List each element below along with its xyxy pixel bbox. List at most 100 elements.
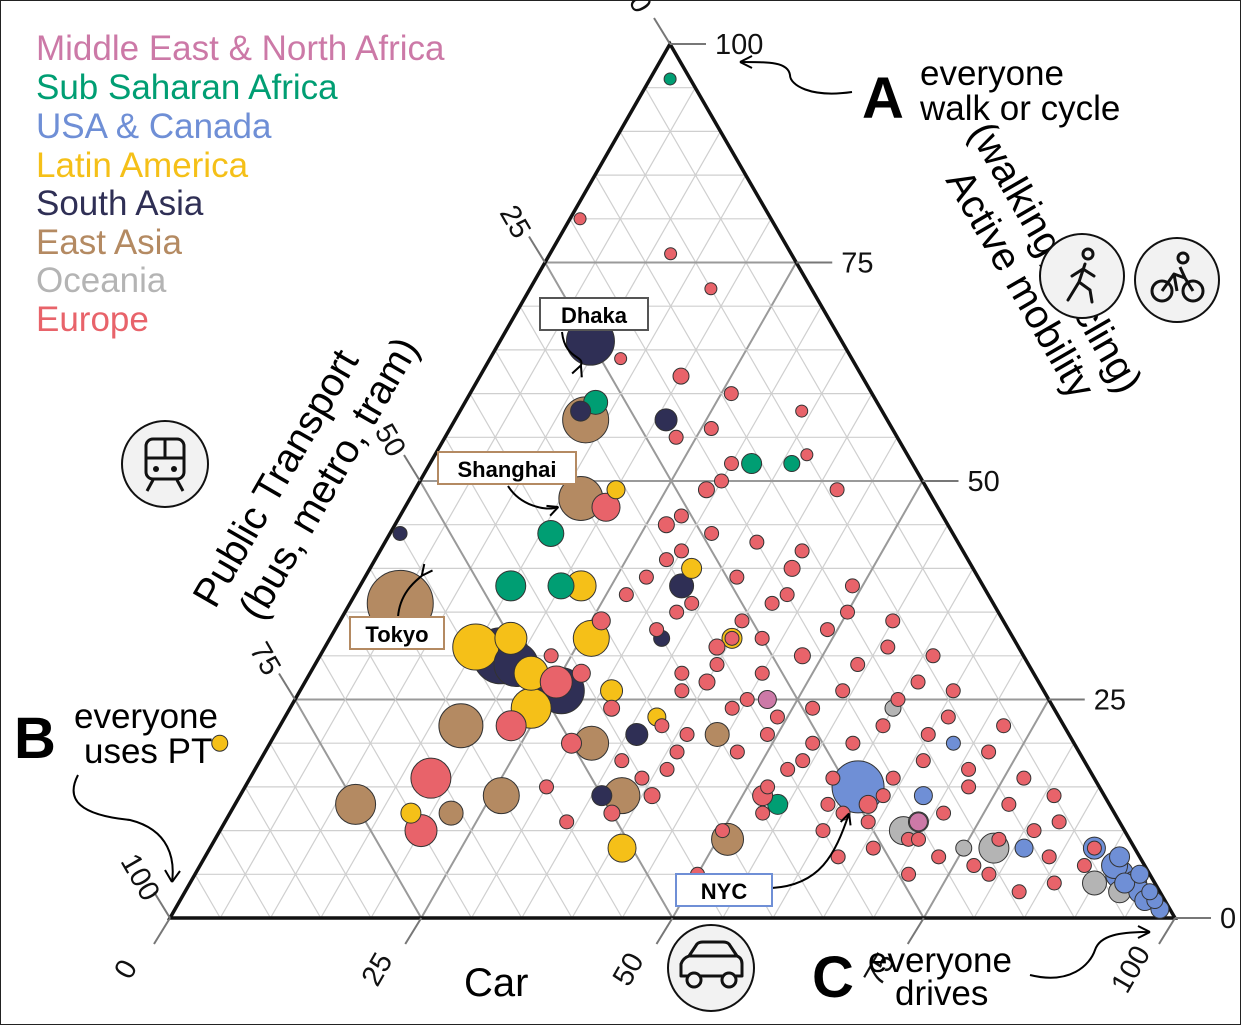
data-point [709,657,725,673]
tick-label-active: 25 [1094,685,1126,717]
corner-a-arrowhead [739,55,753,69]
tick-label-car: 25 [356,948,400,992]
corner-b-arrowhead [164,869,181,883]
city-label-shanghai: Shanghai [457,457,556,482]
city-arrow [561,331,583,366]
legend-item-usa-canada: USA & Canada [36,107,272,146]
tick-label-active: 0 [1220,903,1236,935]
grid-line-car [320,174,747,919]
data-point [452,623,500,671]
data-point [1016,770,1032,786]
city-label-box [675,873,773,907]
legend-item-ssa: Sub Saharan Africa [36,68,338,107]
data-point [885,770,901,786]
data-point [920,726,936,742]
city-arrow [397,575,423,618]
grid-line-car [219,87,696,919]
data-point [844,578,860,594]
corner-c-annotation: C everyone drives [812,925,1151,1013]
data-point [845,735,861,751]
data-point [754,630,770,646]
data-point [875,788,891,804]
legend-item-east-asia: East Asia [36,223,182,262]
data-point [495,710,527,742]
data-point [1130,864,1150,884]
data-point [591,492,621,522]
data-point [794,543,810,559]
tick-pt [528,235,546,264]
corner-c-arrow [1029,931,1151,979]
data-point [400,802,422,824]
data-point [755,805,771,821]
data-point [858,794,878,814]
data-point [335,783,377,825]
data-point [614,352,628,366]
data-point [495,570,527,602]
grid-line-car [872,655,1025,919]
corner-a-arrow [739,61,853,95]
data-point [723,386,739,402]
city-label-tokyo: Tokyo [365,622,428,647]
data-point [760,779,776,795]
tick-pt [403,454,421,482]
data-point [539,779,554,795]
data-point [840,604,855,620]
legend-item-latin-america: Latin America [36,146,249,185]
data-point [805,735,821,751]
data-point [669,604,685,620]
data-point [603,699,621,717]
grid-line-pt [194,873,221,919]
legend: Middle East & North Africa Sub Saharan A… [36,29,445,339]
data-point [961,779,977,795]
data-point [901,866,917,882]
data-points [211,72,1170,919]
corner-a-letter: A [862,66,904,131]
data-point [1014,838,1034,858]
data-point [890,692,906,707]
legend-item-europe: Europe [36,300,149,339]
data-point [1141,883,1159,901]
data-point [603,804,621,822]
data-point [649,622,665,638]
data-point [931,849,947,865]
data-point [547,572,575,600]
city-arrowhead [839,812,852,826]
data-point [614,753,630,769]
data-point [703,421,719,437]
data-point [835,683,851,699]
corner-c-line1: everyone [868,941,1012,980]
data-point [1001,796,1017,812]
corner-a-line2: walk or cycle [919,89,1120,128]
data-point [783,455,801,473]
data-point [1109,846,1131,868]
data-point [1046,788,1062,804]
data-point [734,613,750,629]
city-arrowhead [571,364,583,378]
data-point [1011,884,1027,900]
data-point [681,557,703,579]
data-point [991,831,1007,847]
data-point [658,552,674,568]
grid-line-car [1023,786,1100,919]
grid-line-car [420,262,798,919]
tick-car [906,917,925,945]
grid-line-pt [644,87,1126,919]
corner-b-letter: B [14,706,56,771]
data-point [757,690,777,709]
data-point [996,718,1012,734]
grid-line-pt [219,830,272,919]
data-point [600,679,624,703]
data-point [539,665,573,699]
data-point [714,473,729,489]
corner-b-arrow [72,774,174,883]
data-point [438,800,464,826]
data-point [955,839,973,857]
train-icon [121,420,209,508]
data-point [591,785,613,807]
data-point [880,639,896,655]
data-point [981,866,997,882]
city-arrow [507,485,559,510]
data-point [940,709,956,725]
data-point [625,722,649,746]
